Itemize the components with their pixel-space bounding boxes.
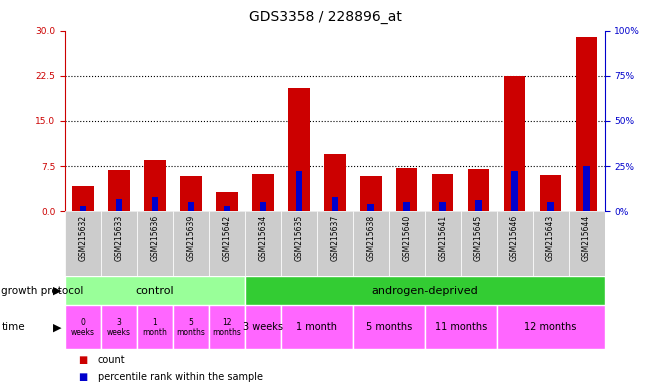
- Bar: [540, 175, 562, 211]
- Bar: [72, 186, 94, 211]
- Bar: [512, 172, 518, 211]
- Text: GSM215638: GSM215638: [366, 214, 375, 261]
- Text: 11 months: 11 months: [434, 322, 487, 333]
- Bar: [475, 200, 482, 211]
- FancyBboxPatch shape: [209, 211, 245, 276]
- FancyBboxPatch shape: [101, 305, 137, 349]
- Text: GSM215640: GSM215640: [402, 214, 411, 261]
- Bar: [468, 169, 489, 211]
- FancyBboxPatch shape: [209, 305, 245, 349]
- Text: GSM215635: GSM215635: [294, 214, 304, 261]
- Text: GSM215634: GSM215634: [258, 214, 267, 261]
- Bar: [80, 206, 86, 211]
- Bar: [432, 174, 454, 211]
- FancyBboxPatch shape: [424, 211, 461, 276]
- Text: 12
months: 12 months: [213, 318, 241, 337]
- Text: time: time: [1, 322, 25, 333]
- Text: GSM215643: GSM215643: [546, 214, 555, 261]
- Text: GSM215641: GSM215641: [438, 214, 447, 261]
- Text: 5
months: 5 months: [176, 318, 205, 337]
- Text: 0
weeks: 0 weeks: [71, 318, 95, 337]
- Text: GSM215645: GSM215645: [474, 214, 483, 261]
- Text: count: count: [98, 355, 125, 365]
- FancyBboxPatch shape: [497, 211, 532, 276]
- FancyBboxPatch shape: [137, 305, 173, 349]
- Text: ▶: ▶: [53, 286, 62, 296]
- FancyBboxPatch shape: [281, 211, 317, 276]
- Bar: [504, 76, 525, 211]
- FancyBboxPatch shape: [424, 305, 497, 349]
- Bar: [396, 168, 417, 211]
- Bar: [547, 202, 554, 211]
- Text: GSM215632: GSM215632: [79, 214, 88, 261]
- Text: control: control: [136, 286, 174, 296]
- FancyBboxPatch shape: [65, 276, 245, 305]
- Text: GSM215636: GSM215636: [150, 214, 159, 261]
- FancyBboxPatch shape: [245, 211, 281, 276]
- FancyBboxPatch shape: [389, 211, 424, 276]
- Text: GSM215637: GSM215637: [330, 214, 339, 261]
- Bar: [324, 154, 346, 211]
- Bar: [259, 202, 266, 211]
- Bar: [332, 197, 338, 211]
- FancyBboxPatch shape: [281, 305, 353, 349]
- Text: 1
month: 1 month: [142, 318, 167, 337]
- Text: GSM215633: GSM215633: [114, 214, 124, 261]
- Bar: [439, 202, 446, 211]
- Bar: [188, 202, 194, 211]
- Text: percentile rank within the sample: percentile rank within the sample: [98, 372, 263, 382]
- Text: 3 weeks: 3 weeks: [243, 322, 283, 333]
- Bar: [367, 204, 374, 211]
- Text: GSM215644: GSM215644: [582, 214, 591, 261]
- FancyBboxPatch shape: [245, 305, 281, 349]
- Bar: [404, 202, 410, 211]
- Bar: [296, 172, 302, 211]
- FancyBboxPatch shape: [497, 305, 604, 349]
- FancyBboxPatch shape: [137, 211, 173, 276]
- Text: GSM215646: GSM215646: [510, 214, 519, 261]
- FancyBboxPatch shape: [173, 305, 209, 349]
- Bar: [108, 170, 130, 211]
- Bar: [216, 192, 238, 211]
- Bar: [116, 199, 122, 211]
- Text: androgen-deprived: androgen-deprived: [371, 286, 478, 296]
- Bar: [144, 160, 166, 211]
- FancyBboxPatch shape: [317, 211, 353, 276]
- Text: GSM215639: GSM215639: [187, 214, 196, 261]
- FancyBboxPatch shape: [65, 305, 101, 349]
- Text: 3
weeks: 3 weeks: [107, 318, 131, 337]
- Text: 1 month: 1 month: [296, 322, 337, 333]
- Bar: [583, 166, 590, 211]
- Bar: [576, 37, 597, 211]
- FancyBboxPatch shape: [353, 305, 424, 349]
- Text: ■: ■: [78, 372, 87, 382]
- Bar: [224, 206, 230, 211]
- Text: ■: ■: [78, 355, 87, 365]
- FancyBboxPatch shape: [353, 211, 389, 276]
- Text: GSM215642: GSM215642: [222, 214, 231, 261]
- FancyBboxPatch shape: [173, 211, 209, 276]
- FancyBboxPatch shape: [65, 211, 101, 276]
- Bar: [180, 176, 202, 211]
- FancyBboxPatch shape: [569, 211, 604, 276]
- Bar: [288, 88, 309, 211]
- Text: 5 months: 5 months: [365, 322, 412, 333]
- Text: 12 months: 12 months: [525, 322, 577, 333]
- Text: GDS3358 / 228896_at: GDS3358 / 228896_at: [248, 10, 402, 23]
- Bar: [360, 176, 382, 211]
- FancyBboxPatch shape: [245, 276, 604, 305]
- FancyBboxPatch shape: [461, 211, 497, 276]
- Bar: [252, 174, 274, 211]
- FancyBboxPatch shape: [532, 211, 569, 276]
- Text: growth protocol: growth protocol: [1, 286, 84, 296]
- FancyBboxPatch shape: [101, 211, 137, 276]
- Bar: [151, 197, 158, 211]
- Text: ▶: ▶: [53, 322, 62, 333]
